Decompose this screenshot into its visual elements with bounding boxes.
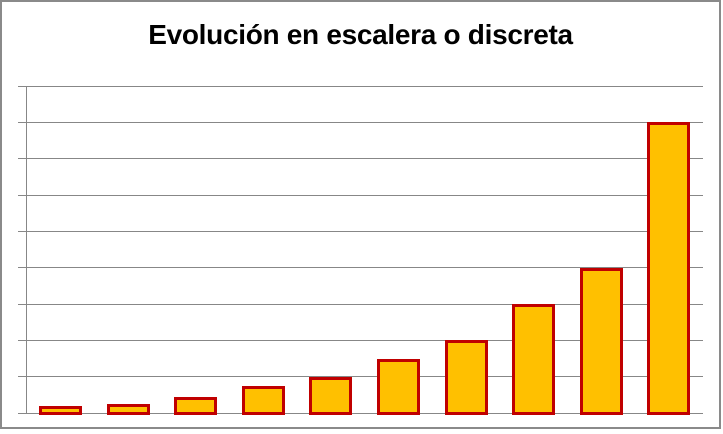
- gridline: [18, 303, 703, 305]
- gridline: [18, 376, 703, 378]
- gridline: [18, 339, 703, 341]
- bar-7: [444, 340, 488, 415]
- bar-8: [512, 304, 556, 415]
- gridline: [18, 85, 703, 87]
- bar-5: [309, 376, 353, 415]
- bar-2: [106, 403, 150, 415]
- bar-3: [174, 396, 218, 415]
- x-axis-line: [18, 412, 703, 414]
- gridline: [18, 121, 703, 123]
- gridline: [18, 230, 703, 232]
- gridline: [18, 158, 703, 160]
- plot-area: [18, 85, 703, 415]
- bar-1: [39, 405, 82, 415]
- gridline: [18, 267, 703, 269]
- bar-10: [647, 122, 691, 415]
- bar-4: [241, 386, 285, 415]
- chart-title: Evolución en escalera o discreta: [148, 19, 573, 50]
- bar-6: [377, 358, 420, 415]
- gridline: [18, 194, 703, 196]
- bar-9: [579, 267, 623, 415]
